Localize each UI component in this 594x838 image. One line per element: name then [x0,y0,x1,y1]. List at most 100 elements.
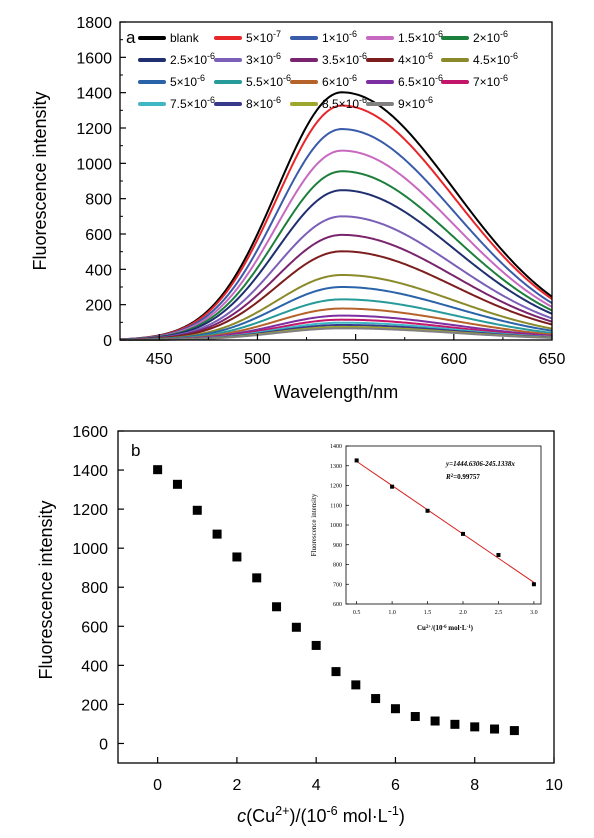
spectrum-line-4 [119,170,553,341]
legend-item: 4.5×10-6 [441,51,518,67]
legend-label: 7.5×10-6 [170,95,215,111]
panel-b-x-axis-title: c(Cu2+)/(10-6 mol·L-1) [237,804,405,826]
inset-data-point [496,553,501,558]
legend-item: 9×10-6 [366,95,433,111]
legend-item: 6.5×10-6 [366,73,443,89]
inset-x-tick-label: 0.5 [353,610,361,616]
inset-y-tick-label: 800 [333,563,342,569]
data-point [490,724,500,734]
spectrum-line-7 [119,233,553,341]
y-tick-label: 1000 [76,156,112,173]
inset-fit-line [356,460,535,583]
y-tick-label: 1800 [76,15,112,32]
data-point [450,719,460,729]
data-point [232,552,242,562]
y-tick-label: 0 [99,736,108,753]
spectrum-line-3 [119,149,553,341]
inset-data-point [354,458,359,463]
legend-item: 1×10-6 [290,29,357,45]
x-tick-label: 8 [470,777,479,794]
y-tick-label: 1200 [72,502,108,519]
legend-label: 5×10-7 [246,29,281,45]
panel-b-markers [153,465,519,736]
panel-b-y-axis-title: Fluorescence intensity [36,500,56,679]
legend-item: 2×10-6 [441,29,508,45]
legend-label: 1.5×10-6 [398,29,443,45]
data-point [153,465,163,475]
y-tick-label: 400 [85,262,112,279]
spectrum-line-8 [119,250,553,341]
y-tick-label: 800 [85,192,112,209]
inset-y-tick-label: 1000 [330,523,342,529]
legend-label: 6.5×10-6 [398,73,443,89]
legend-label: 2×10-6 [473,29,508,45]
legend-label: 4.5×10-6 [473,51,518,67]
inset-x-axis-title: Cu2+/(10-6 mol·L-1) [417,624,474,632]
data-point [371,694,381,704]
data-point [192,505,202,515]
panel-b-y-axis: 0 200 400 600 800 1000 1200 1400 1600 [72,424,124,753]
inset-frame [345,445,542,605]
legend-label: 2.5×10-6 [170,51,215,67]
inset-data-point [425,508,430,513]
legend-label: 3.5×10-6 [322,51,367,67]
inset-x-tick-label: 1.5 [424,610,432,616]
y-tick-label: 200 [81,697,108,714]
x-tick-label: 500 [244,351,271,368]
x-tick-label: 450 [146,351,173,368]
inset-x-tick-label: 2.5 [495,610,503,616]
legend-item: blank [138,31,200,45]
inset-y-tick-label: 600 [333,602,342,608]
data-point [331,667,341,677]
y-tick-label: 1400 [72,463,108,480]
legend-item: 5×10-7 [214,29,281,45]
panel-a-label: a [126,28,136,47]
y-tick-label: 1000 [72,541,108,558]
legend-label: 6×10-6 [322,73,357,89]
y-tick-label: 600 [85,227,112,244]
inset-y-tick-label: 700 [333,582,342,588]
inset-x-axis: 0.5 1.0 1.5 2.0 2.5 3.0 [353,601,538,616]
inset-y-axis-title: Fluorescence intensity [310,493,318,556]
spectrum-line-6 [119,215,553,341]
inset-chart: 0.5 1.0 1.5 2.0 2.5 3.0 600 700 800 900 1000 1100 1… [310,444,542,632]
inset-y-axis: 600 700 800 900 1000 1100 1200 1300 1400 [330,444,349,608]
data-point [470,722,480,732]
y-tick-label: 1200 [76,121,112,138]
data-point [390,704,400,714]
data-point [410,712,420,722]
data-point [252,573,262,583]
fit-line [356,460,535,583]
legend-label: 8.5×10-6 [322,95,367,111]
y-tick-label: 200 [85,298,112,315]
inset-x-tick-label: 1.0 [388,610,396,616]
panel-a-frame [119,21,553,341]
panel-a: 450 500 550 600 650 0 200 400 600 800 1000 1200 140… [30,15,565,402]
legend-item: 8.5×10-6 [290,95,367,111]
x-tick-label: 650 [539,351,566,368]
inset-data-point [461,531,465,536]
inset-markers [354,458,536,587]
y-tick-label: 1600 [72,424,108,441]
panel-a-x-axis-title: Wavelength/nm [274,382,398,402]
data-point [430,716,440,726]
x-tick-label: 600 [440,351,467,368]
inset-x-tick-label: 2.0 [459,610,467,616]
inset-x-tick-label: 3.0 [530,610,538,616]
legend-label: 8×10-6 [246,95,281,111]
inset-y-tick-label: 1400 [330,444,342,450]
x-tick-label: 4 [312,777,321,794]
panel-a-x-axis: 450 500 550 600 650 [146,334,566,368]
data-point [509,726,519,736]
y-tick-label: 1600 [76,50,112,67]
legend-item: 3.5×10-6 [290,51,367,67]
panel-a-y-axis-title: Fluorescence intensity [30,91,50,270]
x-tick-label: 0 [153,777,162,794]
data-point [311,640,321,650]
panel-b-label: b [131,441,140,460]
panel-b-x-axis: 0 2 4 6 8 10 [153,757,563,794]
y-tick-label: 800 [81,580,108,597]
legend-item: 7×10-6 [441,73,508,89]
